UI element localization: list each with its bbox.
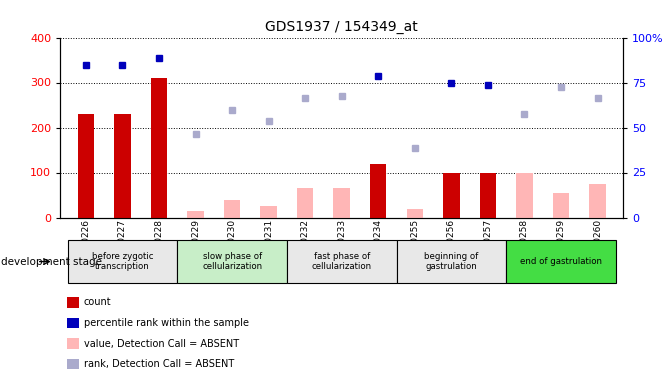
Bar — [334, 188, 350, 218]
Bar — [287, 240, 397, 283]
Bar — [516, 172, 533, 217]
Bar — [188, 211, 204, 218]
Bar — [443, 172, 460, 217]
Bar — [68, 240, 178, 283]
Bar — [261, 206, 277, 218]
Bar — [67, 338, 79, 349]
Bar — [297, 188, 314, 218]
Bar — [480, 172, 496, 217]
Text: rank, Detection Call = ABSENT: rank, Detection Call = ABSENT — [84, 359, 234, 369]
Bar — [590, 184, 606, 218]
Text: slow phase of
cellularization: slow phase of cellularization — [202, 252, 262, 271]
Title: GDS1937 / 154349_at: GDS1937 / 154349_at — [265, 20, 418, 34]
Text: beginning of
gastrulation: beginning of gastrulation — [424, 252, 478, 271]
Text: fast phase of
cellularization: fast phase of cellularization — [312, 252, 372, 271]
Bar — [407, 209, 423, 218]
Bar — [506, 240, 616, 283]
Bar — [78, 114, 94, 218]
Bar — [151, 78, 168, 218]
Text: development stage: development stage — [1, 256, 102, 267]
Text: count: count — [84, 297, 111, 307]
Bar — [114, 114, 131, 218]
Text: before zygotic
transcription: before zygotic transcription — [92, 252, 153, 271]
Text: percentile rank within the sample: percentile rank within the sample — [84, 318, 249, 328]
Bar — [67, 297, 79, 307]
Bar — [224, 200, 241, 217]
Bar — [178, 240, 287, 283]
Bar — [370, 164, 387, 218]
Bar — [67, 318, 79, 328]
Bar — [67, 359, 79, 369]
Bar — [397, 240, 506, 283]
Text: value, Detection Call = ABSENT: value, Detection Call = ABSENT — [84, 339, 239, 348]
Bar — [553, 193, 570, 217]
Text: end of gastrulation: end of gastrulation — [520, 257, 602, 266]
